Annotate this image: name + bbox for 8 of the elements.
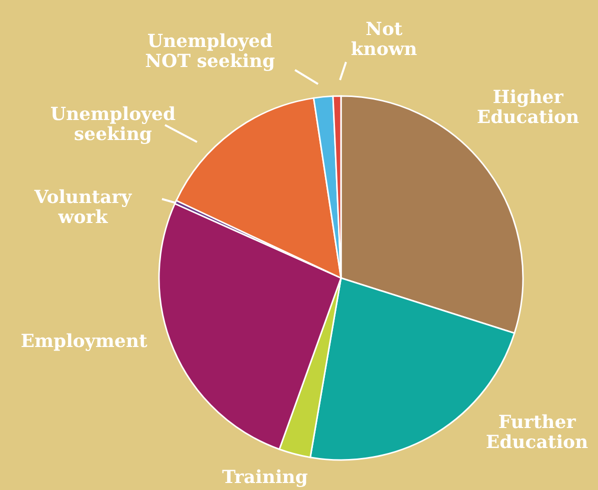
legend-label: Voluntary work: [33, 187, 132, 228]
slice-label: Employment: [20, 331, 148, 352]
slice-label: Unemployed seeking: [50, 104, 176, 145]
slice-label: Not known: [350, 19, 418, 60]
slice-label: Unemployed NOT seeking: [145, 31, 276, 72]
slice-label: Further Education: [486, 412, 588, 453]
slice-label: Higher Education: [476, 87, 580, 128]
slice-label: Training: [222, 467, 308, 488]
